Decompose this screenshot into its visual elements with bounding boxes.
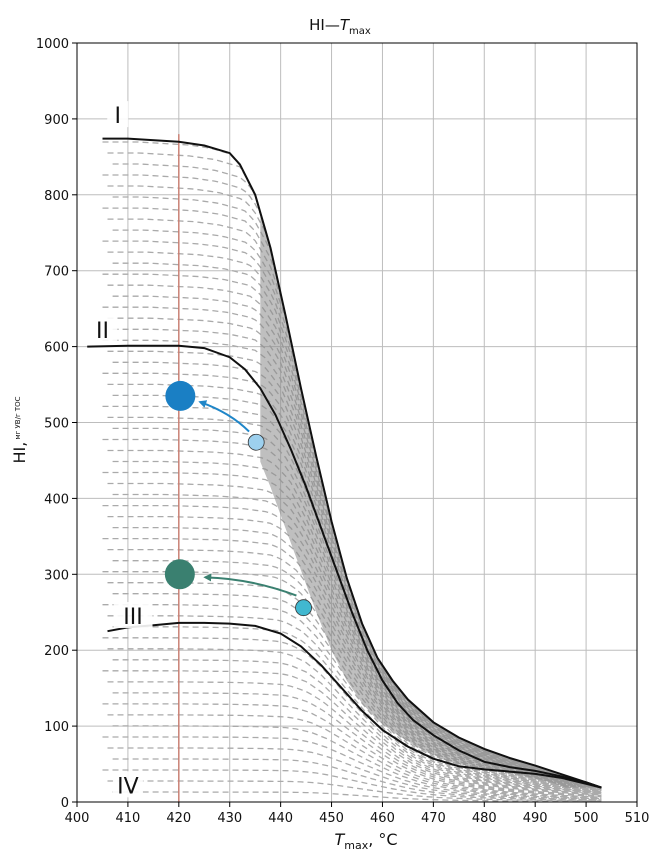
dense-curve-band: [260, 212, 602, 788]
y-tick-label: 0: [61, 796, 69, 811]
y-tick-label: 1000: [36, 37, 69, 52]
dashed-curve: [112, 758, 602, 801]
x-tick-label: 500: [574, 811, 599, 826]
dashed-curve: [102, 769, 602, 802]
zone-label-bg: [87, 315, 118, 342]
zone-label-i: I: [107, 101, 129, 129]
point-teal-start: [295, 599, 312, 617]
boundary-curve-iii: [107, 621, 602, 789]
teal-arrow: [203, 573, 297, 597]
dashed-curve: [112, 196, 602, 789]
dashed-curve: [112, 493, 602, 791]
zone-label-bg: [112, 771, 143, 798]
boundary-curves: [87, 137, 602, 789]
dashed-curve: [107, 747, 602, 800]
y-tick-label: 300: [44, 568, 69, 583]
zone-label-text: I: [114, 104, 121, 129]
dashed-curve: [107, 615, 602, 795]
dashed-curve: [107, 185, 602, 789]
point-teal-end: [164, 559, 195, 590]
dashed-curve: [112, 791, 602, 803]
boundary-curve-ii: [87, 344, 602, 789]
y-tick-label: 200: [44, 644, 69, 659]
y-tick-label: 600: [44, 341, 69, 356]
y-axis-label: HI,мг УВ/г ТОС: [10, 396, 29, 463]
y-tick-label: 500: [44, 417, 69, 432]
dashed-curve: [102, 537, 602, 792]
dashed-curve: [107, 515, 602, 791]
y-tick-label: 700: [44, 265, 69, 280]
blue-arrow: [198, 400, 250, 433]
x-tick-label: 470: [421, 811, 446, 826]
dashed-curve: [102, 637, 602, 796]
dashed-curve: [102, 703, 602, 798]
dashed-model-curves: [102, 141, 602, 803]
dashed-curve: [107, 218, 602, 789]
axis-ticks: 400 410 420 430 440 450 460 470 480 490 500 510 0 100…: [36, 37, 650, 826]
dashed-curve: [107, 284, 602, 789]
point-blue-end: [165, 380, 196, 411]
dashed-curve: [112, 361, 602, 789]
svg-text:HI,мг УВ/г ТОС: HI,мг УВ/г ТОС: [10, 396, 29, 463]
dashed-curve: [112, 626, 602, 795]
x-tick-label: 490: [523, 811, 548, 826]
dashed-curve: [107, 648, 602, 796]
y-tick-label: 900: [44, 113, 69, 128]
x-tick-label: 400: [65, 811, 90, 826]
zone-label-text: III: [123, 605, 142, 630]
dashed-curve: [102, 670, 602, 797]
chart-title: HI—Tmax: [309, 16, 371, 37]
boundary-curve-i: [102, 137, 602, 789]
zone-label-text: II: [96, 319, 109, 344]
dashed-curve: [102, 306, 602, 789]
dashed-curve: [107, 714, 602, 799]
zone-label-bg: [113, 602, 153, 629]
x-axis-label: Tmax, °C: [334, 830, 397, 850]
dashed-curve: [112, 295, 602, 789]
dashed-curve: [107, 681, 602, 797]
curve-envelope: [260, 212, 602, 788]
zone-label-text: IV: [117, 774, 139, 799]
dashed-curve: [102, 273, 602, 789]
y-tick-label: 100: [44, 720, 69, 735]
dashed-curve: [102, 174, 602, 789]
dashed-curve: [112, 659, 602, 796]
dashed-curve: [112, 692, 602, 798]
zone-label-iii: III: [113, 602, 153, 630]
zone-label-iv: IV: [112, 771, 143, 799]
x-tick-label: 450: [319, 811, 344, 826]
dashed-curve: [107, 152, 602, 789]
evolution-arrows: [198, 400, 297, 597]
x-tick-label: 430: [217, 811, 242, 826]
x-tick-label: 460: [370, 811, 395, 826]
zone-label-ii: II: [87, 315, 118, 344]
x-tick-label: 510: [625, 811, 650, 826]
x-tick-label: 410: [115, 811, 140, 826]
dashed-curve: [102, 471, 602, 790]
zone-label-bg: [107, 101, 129, 128]
dashed-curve: [112, 725, 602, 799]
dashed-curve: [102, 141, 602, 789]
y-tick-label: 400: [44, 492, 69, 507]
dashed-curve: [107, 251, 602, 789]
dashed-curve: [102, 438, 602, 789]
dashed-curve: [102, 240, 602, 789]
dashed-curve: [102, 736, 602, 800]
x-tick-label: 480: [472, 811, 497, 826]
dashed-curve: [107, 780, 602, 802]
dashed-curve: [112, 560, 602, 793]
x-tick-label: 420: [166, 811, 191, 826]
y-tick-label: 800: [44, 189, 69, 204]
point-blue-start: [247, 433, 265, 451]
x-tick-label: 440: [268, 811, 293, 826]
sample-points: [164, 380, 312, 617]
